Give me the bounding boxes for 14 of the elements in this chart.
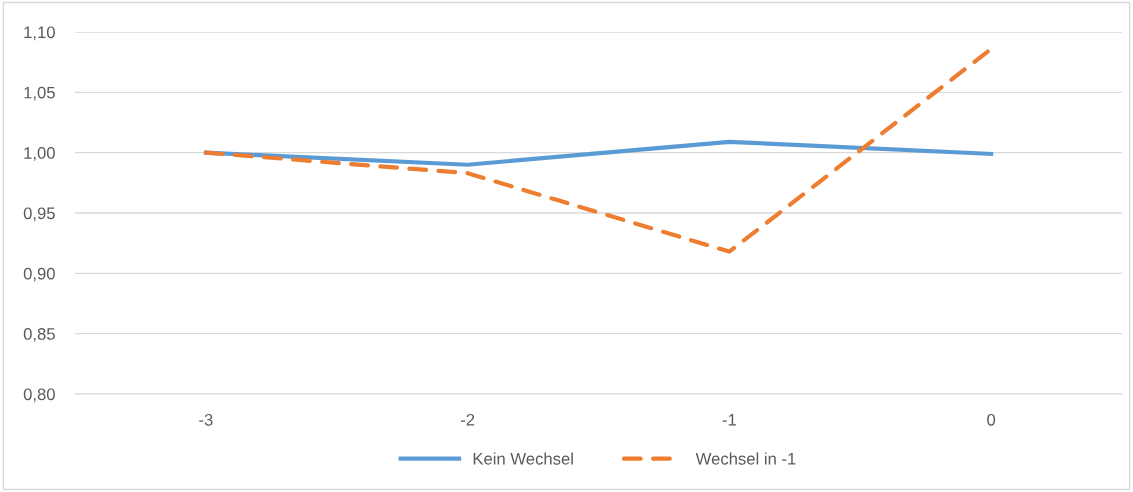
legend-label: Kein Wechsel <box>473 452 573 465</box>
y-tick-label: 0,85 <box>23 328 55 342</box>
x-tick-label: 0 <box>987 413 996 426</box>
y-tick-label: 0,80 <box>23 388 55 403</box>
y-tick-label: 0,95 <box>23 207 55 222</box>
y-tick-label: 1,05 <box>24 86 55 101</box>
legend-label: Wechsel in -1 <box>695 452 796 465</box>
x-tick-label: -2 <box>460 413 475 426</box>
y-tick-label: 0,90 <box>23 267 55 282</box>
x-tick-label: -3 <box>199 413 213 426</box>
x-tick-label: -1 <box>722 414 736 426</box>
y-tick-label: 1,10 <box>24 26 55 41</box>
line-series <box>203 139 994 167</box>
y-tick-label: 1,00 <box>24 147 55 161</box>
